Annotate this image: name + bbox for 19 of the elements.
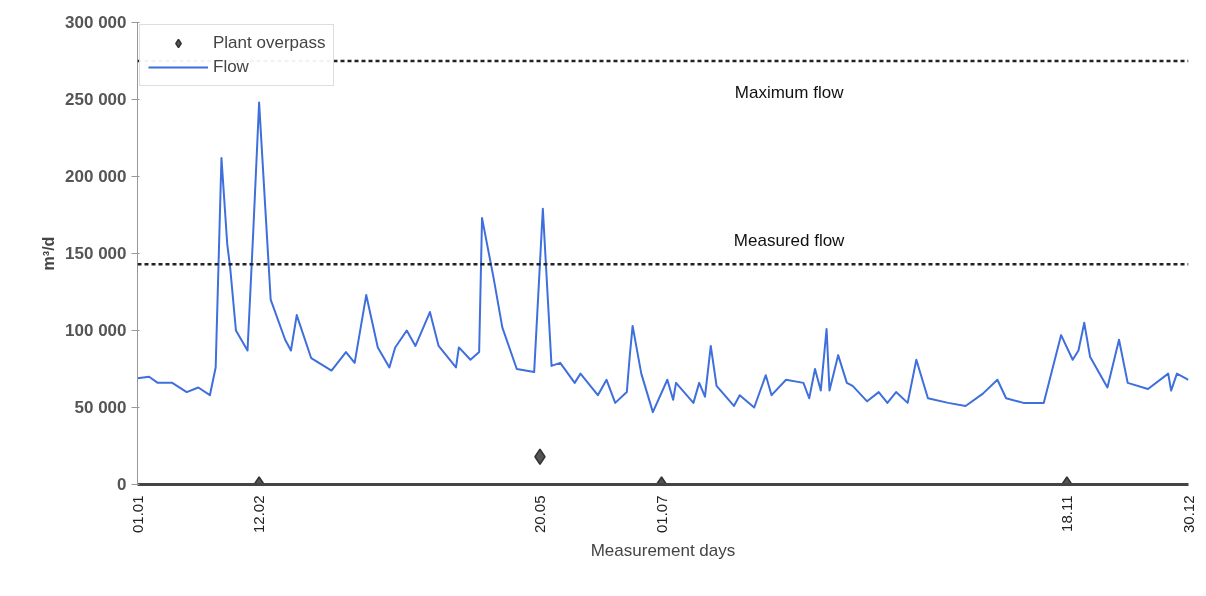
legend-label: Plant overpass xyxy=(213,33,326,53)
ref-line-label: Maximum flow xyxy=(734,83,845,102)
x-tick-label: 18.11 xyxy=(1057,495,1075,532)
x-tick-label: 20.05 xyxy=(530,495,548,534)
y-tick-label: 200 000 xyxy=(65,167,127,186)
y-tick-label: 50 000 xyxy=(74,398,127,417)
y-tick-label: 100 000 xyxy=(65,321,127,340)
x-tick-label: 01.07 xyxy=(652,495,670,534)
y-axis-title: m³/d xyxy=(40,236,58,271)
y-tick-label: 150 000 xyxy=(65,244,127,263)
ref-line-label: Measured flow xyxy=(733,231,846,251)
legend-label: Flow xyxy=(213,57,249,77)
x-tick-label: 01.01 xyxy=(128,495,146,534)
x-tick-label: 12.02 xyxy=(250,495,268,534)
y-tick-label: 0 xyxy=(117,475,127,494)
x-axis-title: Measurement days xyxy=(590,541,736,561)
x-tick-label: 30.12 xyxy=(1179,495,1197,534)
y-tick-label: 300 000 xyxy=(65,13,127,32)
y-tick-label: 250 000 xyxy=(65,90,127,109)
